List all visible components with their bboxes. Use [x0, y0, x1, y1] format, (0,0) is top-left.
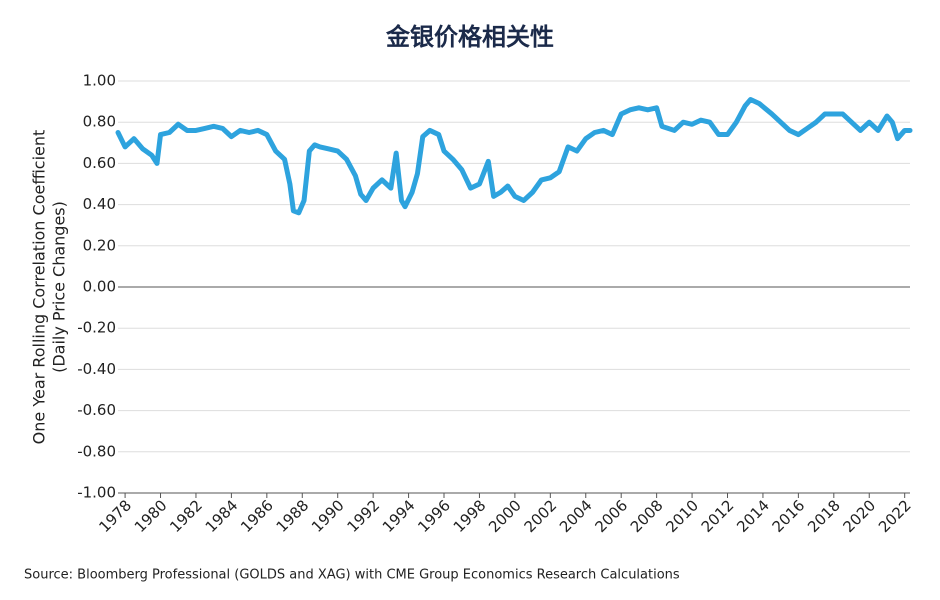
x-tick-label: 2004	[556, 496, 596, 536]
y-tick-label: -0.20	[77, 319, 116, 337]
y-tick-label: -1.00	[77, 484, 116, 502]
source-note: Source: Bloomberg Professional (GOLDS an…	[24, 568, 680, 583]
x-tick-label: 1990	[308, 496, 348, 536]
y-axis-label: One Year Rolling Correlation Coefficient…	[30, 130, 69, 445]
x-tick-label: 1996	[414, 496, 454, 536]
y-axis-label-line: One Year Rolling Correlation Coefficient	[30, 130, 49, 445]
x-tick-label: 2010	[662, 496, 702, 536]
x-tick-label: 1984	[202, 496, 242, 536]
x-tick-label: 1980	[131, 496, 171, 536]
x-tick-label: 2018	[804, 496, 844, 536]
x-tick-label: 2008	[627, 496, 667, 536]
x-tick-label: 2022	[875, 496, 915, 536]
x-tick-label: 1988	[273, 496, 313, 536]
data-line	[115, 97, 913, 216]
x-tick-label: 2000	[485, 496, 525, 536]
x-tick-label: 1986	[237, 496, 277, 536]
x-tick-label: 1994	[379, 496, 419, 536]
y-tick-label: -0.80	[77, 442, 116, 460]
x-tick-label: 2014	[733, 496, 773, 536]
x-tick-label: 1982	[166, 496, 206, 536]
y-tick-label: 0.60	[83, 154, 116, 172]
x-tick-label: 2012	[698, 496, 738, 536]
x-tick-label: 2002	[521, 496, 561, 536]
y-tick-label: -0.40	[77, 360, 116, 378]
y-axis-label-line: (Daily Price Changes)	[50, 201, 69, 373]
chart-title: 金银价格相关性	[385, 23, 554, 51]
x-tick-label: 2016	[769, 496, 809, 536]
y-tick-label: 0.80	[83, 113, 116, 131]
y-tick-label: 0.20	[83, 236, 116, 254]
y-tick-label: 1.00	[83, 72, 116, 90]
y-tick-label: -0.60	[77, 401, 116, 419]
y-tick-label: 0.40	[83, 195, 116, 213]
x-tick-label: 2020	[840, 496, 880, 536]
y-tick-label: 0.00	[83, 278, 116, 296]
x-tick-label: 1998	[450, 496, 490, 536]
x-tick-label: 1978	[95, 496, 135, 536]
x-tick-label: 2006	[591, 496, 631, 536]
x-tick-label: 1992	[343, 496, 383, 536]
